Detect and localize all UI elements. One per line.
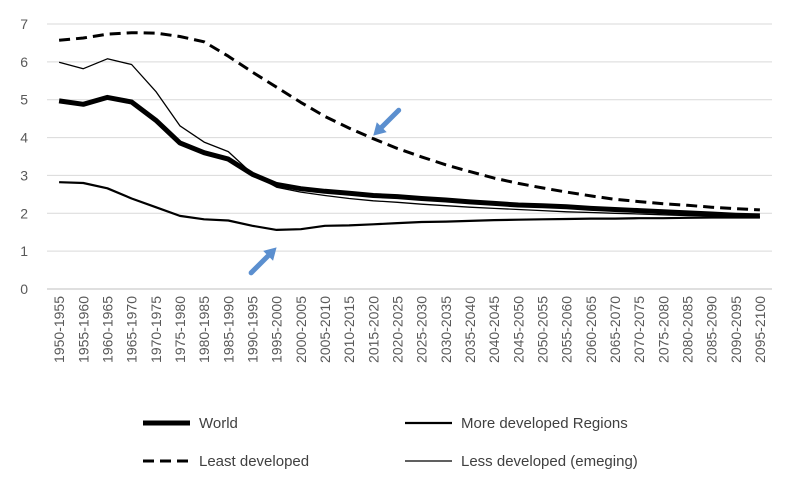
legend-label: World — [199, 415, 238, 432]
x-tick-label-1950-1955: 1950-1955 — [51, 296, 67, 363]
x-tick-label-1980-1985: 1980-1985 — [196, 296, 212, 363]
series-line-least-developed — [58, 31, 760, 212]
x-tick-label-2070-2075: 2070-2075 — [631, 296, 647, 363]
y-tick-label-2: 2 — [20, 205, 28, 221]
legend-item-less-developed-emeging: Less developed (emeging) — [405, 453, 638, 470]
legend-item-least-developed: Least developed — [143, 453, 309, 470]
x-tick-label-2045-2050: 2045-2050 — [510, 296, 526, 363]
x-tick-label-2020-2025: 2020-2025 — [389, 296, 405, 363]
x-tick-label-1985-1990: 1985-1990 — [220, 296, 236, 363]
x-tick-label-2015-2020: 2015-2020 — [365, 296, 381, 363]
legend-label: Less developed (emeging) — [461, 453, 638, 470]
y-axis-tick-labels: 0 1 2 3 4 5 6 7 — [20, 16, 28, 297]
x-tick-label-2090-2095: 2090-2095 — [728, 296, 744, 363]
y-tick-label-6: 6 — [20, 54, 28, 70]
x-tick-label-1960-1965: 1960-1965 — [99, 296, 115, 363]
y-tick-label-3: 3 — [20, 167, 28, 183]
x-tick-label-1955-1960: 1955-1960 — [75, 296, 91, 363]
x-tick-label-2065-2070: 2065-2070 — [607, 296, 623, 363]
x-tick-label-1965-1970: 1965-1970 — [124, 296, 140, 363]
legend-label: More developed Regions — [461, 415, 628, 432]
legend-label: Least developed — [199, 453, 309, 470]
series-lines — [58, 31, 760, 231]
series-line-world — [58, 94, 760, 219]
x-tick-label-2050-2055: 2050-2055 — [534, 296, 550, 363]
x-tick-label-1970-1975: 1970-1975 — [148, 296, 164, 363]
x-tick-label-2080-2085: 2080-2085 — [679, 296, 695, 363]
series-line-less-developed-emeging — [58, 58, 760, 218]
x-tick-label-2025-2030: 2025-2030 — [414, 296, 430, 363]
x-tick-label-2055-2060: 2055-2060 — [559, 296, 575, 363]
x-tick-label-1975-1980: 1975-1980 — [172, 296, 188, 363]
annotation-arrow-2 — [248, 247, 277, 276]
gridlines — [47, 23, 772, 290]
legend: World More developed Regions Least develop… — [143, 415, 638, 470]
x-tick-label-1995-2000: 1995-2000 — [269, 296, 285, 363]
x-tick-label-2075-2080: 2075-2080 — [655, 296, 671, 363]
annotation-arrow-1 — [373, 107, 402, 136]
x-tick-label-2010-2015: 2010-2015 — [341, 296, 357, 363]
annotations — [248, 107, 402, 276]
x-tick-label-2035-2040: 2035-2040 — [462, 296, 478, 363]
y-tick-label-5: 5 — [20, 92, 28, 108]
y-tick-label-0: 0 — [20, 281, 28, 297]
x-axis-tick-labels: 1950-1955 1955-1960 1960-1965 1965-1970 1970… — [51, 296, 768, 363]
legend-item-world: World — [143, 415, 238, 432]
legend-item-more-developed-regions: More developed Regions — [405, 415, 628, 432]
x-tick-label-1990-1995: 1990-1995 — [244, 296, 260, 363]
y-tick-label-1: 1 — [20, 243, 28, 259]
x-tick-label-2040-2045: 2040-2045 — [486, 296, 502, 363]
x-tick-label-2085-2090: 2085-2090 — [704, 296, 720, 363]
series-line-more-developed-regions — [59, 181, 760, 231]
x-tick-label-2005-2010: 2005-2010 — [317, 296, 333, 363]
y-tick-label-4: 4 — [20, 130, 28, 146]
x-tick-label-2060-2065: 2060-2065 — [583, 296, 599, 363]
x-tick-label-2095-2100: 2095-2100 — [752, 296, 768, 363]
x-tick-label-2030-2035: 2030-2035 — [438, 296, 454, 363]
x-tick-label-2000-2005: 2000-2005 — [293, 296, 309, 363]
y-tick-label-7: 7 — [20, 16, 28, 32]
